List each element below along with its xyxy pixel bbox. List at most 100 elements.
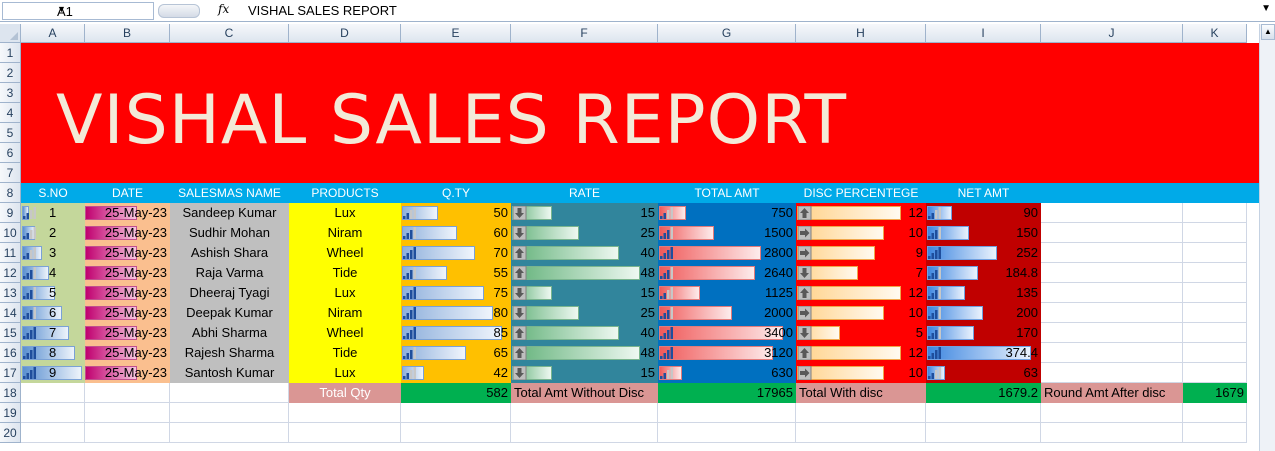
- cell-qty[interactable]: 42: [401, 363, 511, 383]
- cell-disc[interactable]: 12: [796, 283, 926, 303]
- cell-product[interactable]: Tide: [289, 263, 401, 283]
- grid-cell[interactable]: [1183, 323, 1247, 343]
- grid-cell[interactable]: [1183, 403, 1247, 423]
- cell-disc[interactable]: 12: [796, 343, 926, 363]
- amt-total-label[interactable]: Total Amt Without Disc: [511, 383, 658, 403]
- cell-name[interactable]: Ashish Shara: [170, 243, 289, 263]
- cell-date[interactable]: 25-May-23: [85, 263, 170, 283]
- grid-cell[interactable]: [1041, 423, 1183, 443]
- column-header-c[interactable]: C: [170, 24, 289, 43]
- cell-qty[interactable]: 85: [401, 323, 511, 343]
- cell-total[interactable]: 2000: [658, 303, 796, 323]
- cell-name[interactable]: Abhi Sharma: [170, 323, 289, 343]
- row-header-2[interactable]: 2: [0, 63, 21, 83]
- grid-cell[interactable]: [796, 423, 926, 443]
- report-title-banner[interactable]: VISHAL SALES REPORT: [21, 43, 1259, 183]
- cell-rate[interactable]: 25: [511, 303, 658, 323]
- function-icon[interactable]: fx: [218, 2, 230, 16]
- grid-cell[interactable]: [1183, 343, 1247, 363]
- row-header-8[interactable]: 8: [0, 183, 21, 203]
- grid-cell[interactable]: [21, 403, 85, 423]
- row-header-14[interactable]: 14: [0, 303, 21, 323]
- grid-cell[interactable]: [401, 423, 511, 443]
- cell-sno[interactable]: 4: [21, 263, 85, 283]
- row-header-4[interactable]: 4: [0, 103, 21, 123]
- grid-cell[interactable]: [1041, 203, 1183, 223]
- grid-cell[interactable]: [658, 423, 796, 443]
- row-header-1[interactable]: 1: [0, 43, 21, 63]
- grid-cell[interactable]: [85, 423, 170, 443]
- column-header-k[interactable]: K: [1183, 24, 1247, 43]
- grid-cell[interactable]: [796, 403, 926, 423]
- cell-net[interactable]: 184.8: [926, 263, 1041, 283]
- chevron-down-icon[interactable]: ▼: [57, 4, 66, 14]
- cell-disc[interactable]: 10: [796, 223, 926, 243]
- cell-name[interactable]: Dheeraj Tyagi: [170, 283, 289, 303]
- cell-name[interactable]: Santosh Kumar: [170, 363, 289, 383]
- grid-cell[interactable]: [1041, 263, 1183, 283]
- cell-net[interactable]: 150: [926, 223, 1041, 243]
- grid-cell[interactable]: [289, 403, 401, 423]
- row-header-15[interactable]: 15: [0, 323, 21, 343]
- cell-disc[interactable]: 10: [796, 303, 926, 323]
- cell-disc[interactable]: 10: [796, 363, 926, 383]
- cell-qty[interactable]: 65: [401, 343, 511, 363]
- grid-cell[interactable]: [21, 383, 85, 403]
- cell-sno[interactable]: 1: [21, 203, 85, 223]
- cell-product[interactable]: Tide: [289, 343, 401, 363]
- row-header-18[interactable]: 18: [0, 383, 21, 403]
- grid-cell[interactable]: [1041, 283, 1183, 303]
- column-header-g[interactable]: G: [658, 24, 796, 43]
- round-value[interactable]: 1679: [1183, 383, 1247, 403]
- cell-date[interactable]: 25-May-23: [85, 323, 170, 343]
- cell-net[interactable]: 200: [926, 303, 1041, 323]
- row-header-5[interactable]: 5: [0, 123, 21, 143]
- row-header-9[interactable]: 9: [0, 203, 21, 223]
- row-header-13[interactable]: 13: [0, 283, 21, 303]
- cell-product[interactable]: Niram: [289, 223, 401, 243]
- cell-name[interactable]: Rajesh Sharma: [170, 343, 289, 363]
- round-label[interactable]: Round Amt After disc: [1041, 383, 1183, 403]
- row-header-19[interactable]: 19: [0, 403, 21, 423]
- cell-sno[interactable]: 3: [21, 243, 85, 263]
- scroll-up-icon[interactable]: ▲: [1261, 24, 1275, 40]
- select-all-button[interactable]: [0, 24, 21, 43]
- grid-cell[interactable]: [1041, 323, 1183, 343]
- grid-cell[interactable]: [170, 423, 289, 443]
- cell-product[interactable]: Wheel: [289, 243, 401, 263]
- grid-cell[interactable]: [1041, 243, 1183, 263]
- cell-rate[interactable]: 48: [511, 343, 658, 363]
- grid-cell[interactable]: [1041, 403, 1183, 423]
- cell-net[interactable]: 135: [926, 283, 1041, 303]
- qty-total-label[interactable]: Total Qty: [289, 383, 401, 403]
- cell-net[interactable]: 63: [926, 363, 1041, 383]
- cell-rate[interactable]: 15: [511, 363, 658, 383]
- cell-rate[interactable]: 25: [511, 223, 658, 243]
- cell-total[interactable]: 3120: [658, 343, 796, 363]
- cell-name[interactable]: Sandeep Kumar: [170, 203, 289, 223]
- cell-name[interactable]: Raja Varma: [170, 263, 289, 283]
- cell-rate[interactable]: 48: [511, 263, 658, 283]
- grid-cell[interactable]: [1041, 343, 1183, 363]
- cell-disc[interactable]: 9: [796, 243, 926, 263]
- cell-rate[interactable]: 15: [511, 283, 658, 303]
- cell-rate[interactable]: 40: [511, 243, 658, 263]
- column-header-j[interactable]: J: [1041, 24, 1183, 43]
- cell-sno[interactable]: 5: [21, 283, 85, 303]
- grid-cell[interactable]: [1183, 223, 1247, 243]
- cell-sno[interactable]: 7: [21, 323, 85, 343]
- cell-total[interactable]: 3400: [658, 323, 796, 343]
- column-header-a[interactable]: A: [21, 24, 85, 43]
- cell-sno[interactable]: 2: [21, 223, 85, 243]
- cell-rate[interactable]: 15: [511, 203, 658, 223]
- cell-disc[interactable]: 12: [796, 203, 926, 223]
- row-header-7[interactable]: 7: [0, 163, 21, 183]
- row-header-20[interactable]: 20: [0, 423, 21, 443]
- cell-rate[interactable]: 40: [511, 323, 658, 343]
- column-header-d[interactable]: D: [289, 24, 401, 43]
- column-header-h[interactable]: H: [796, 24, 926, 43]
- formula-input[interactable]: VISHAL SALES REPORT: [240, 2, 1255, 18]
- disc-total-value[interactable]: 1679.2: [926, 383, 1041, 403]
- amt-total-value[interactable]: 17965: [658, 383, 796, 403]
- row-header-12[interactable]: 12: [0, 263, 21, 283]
